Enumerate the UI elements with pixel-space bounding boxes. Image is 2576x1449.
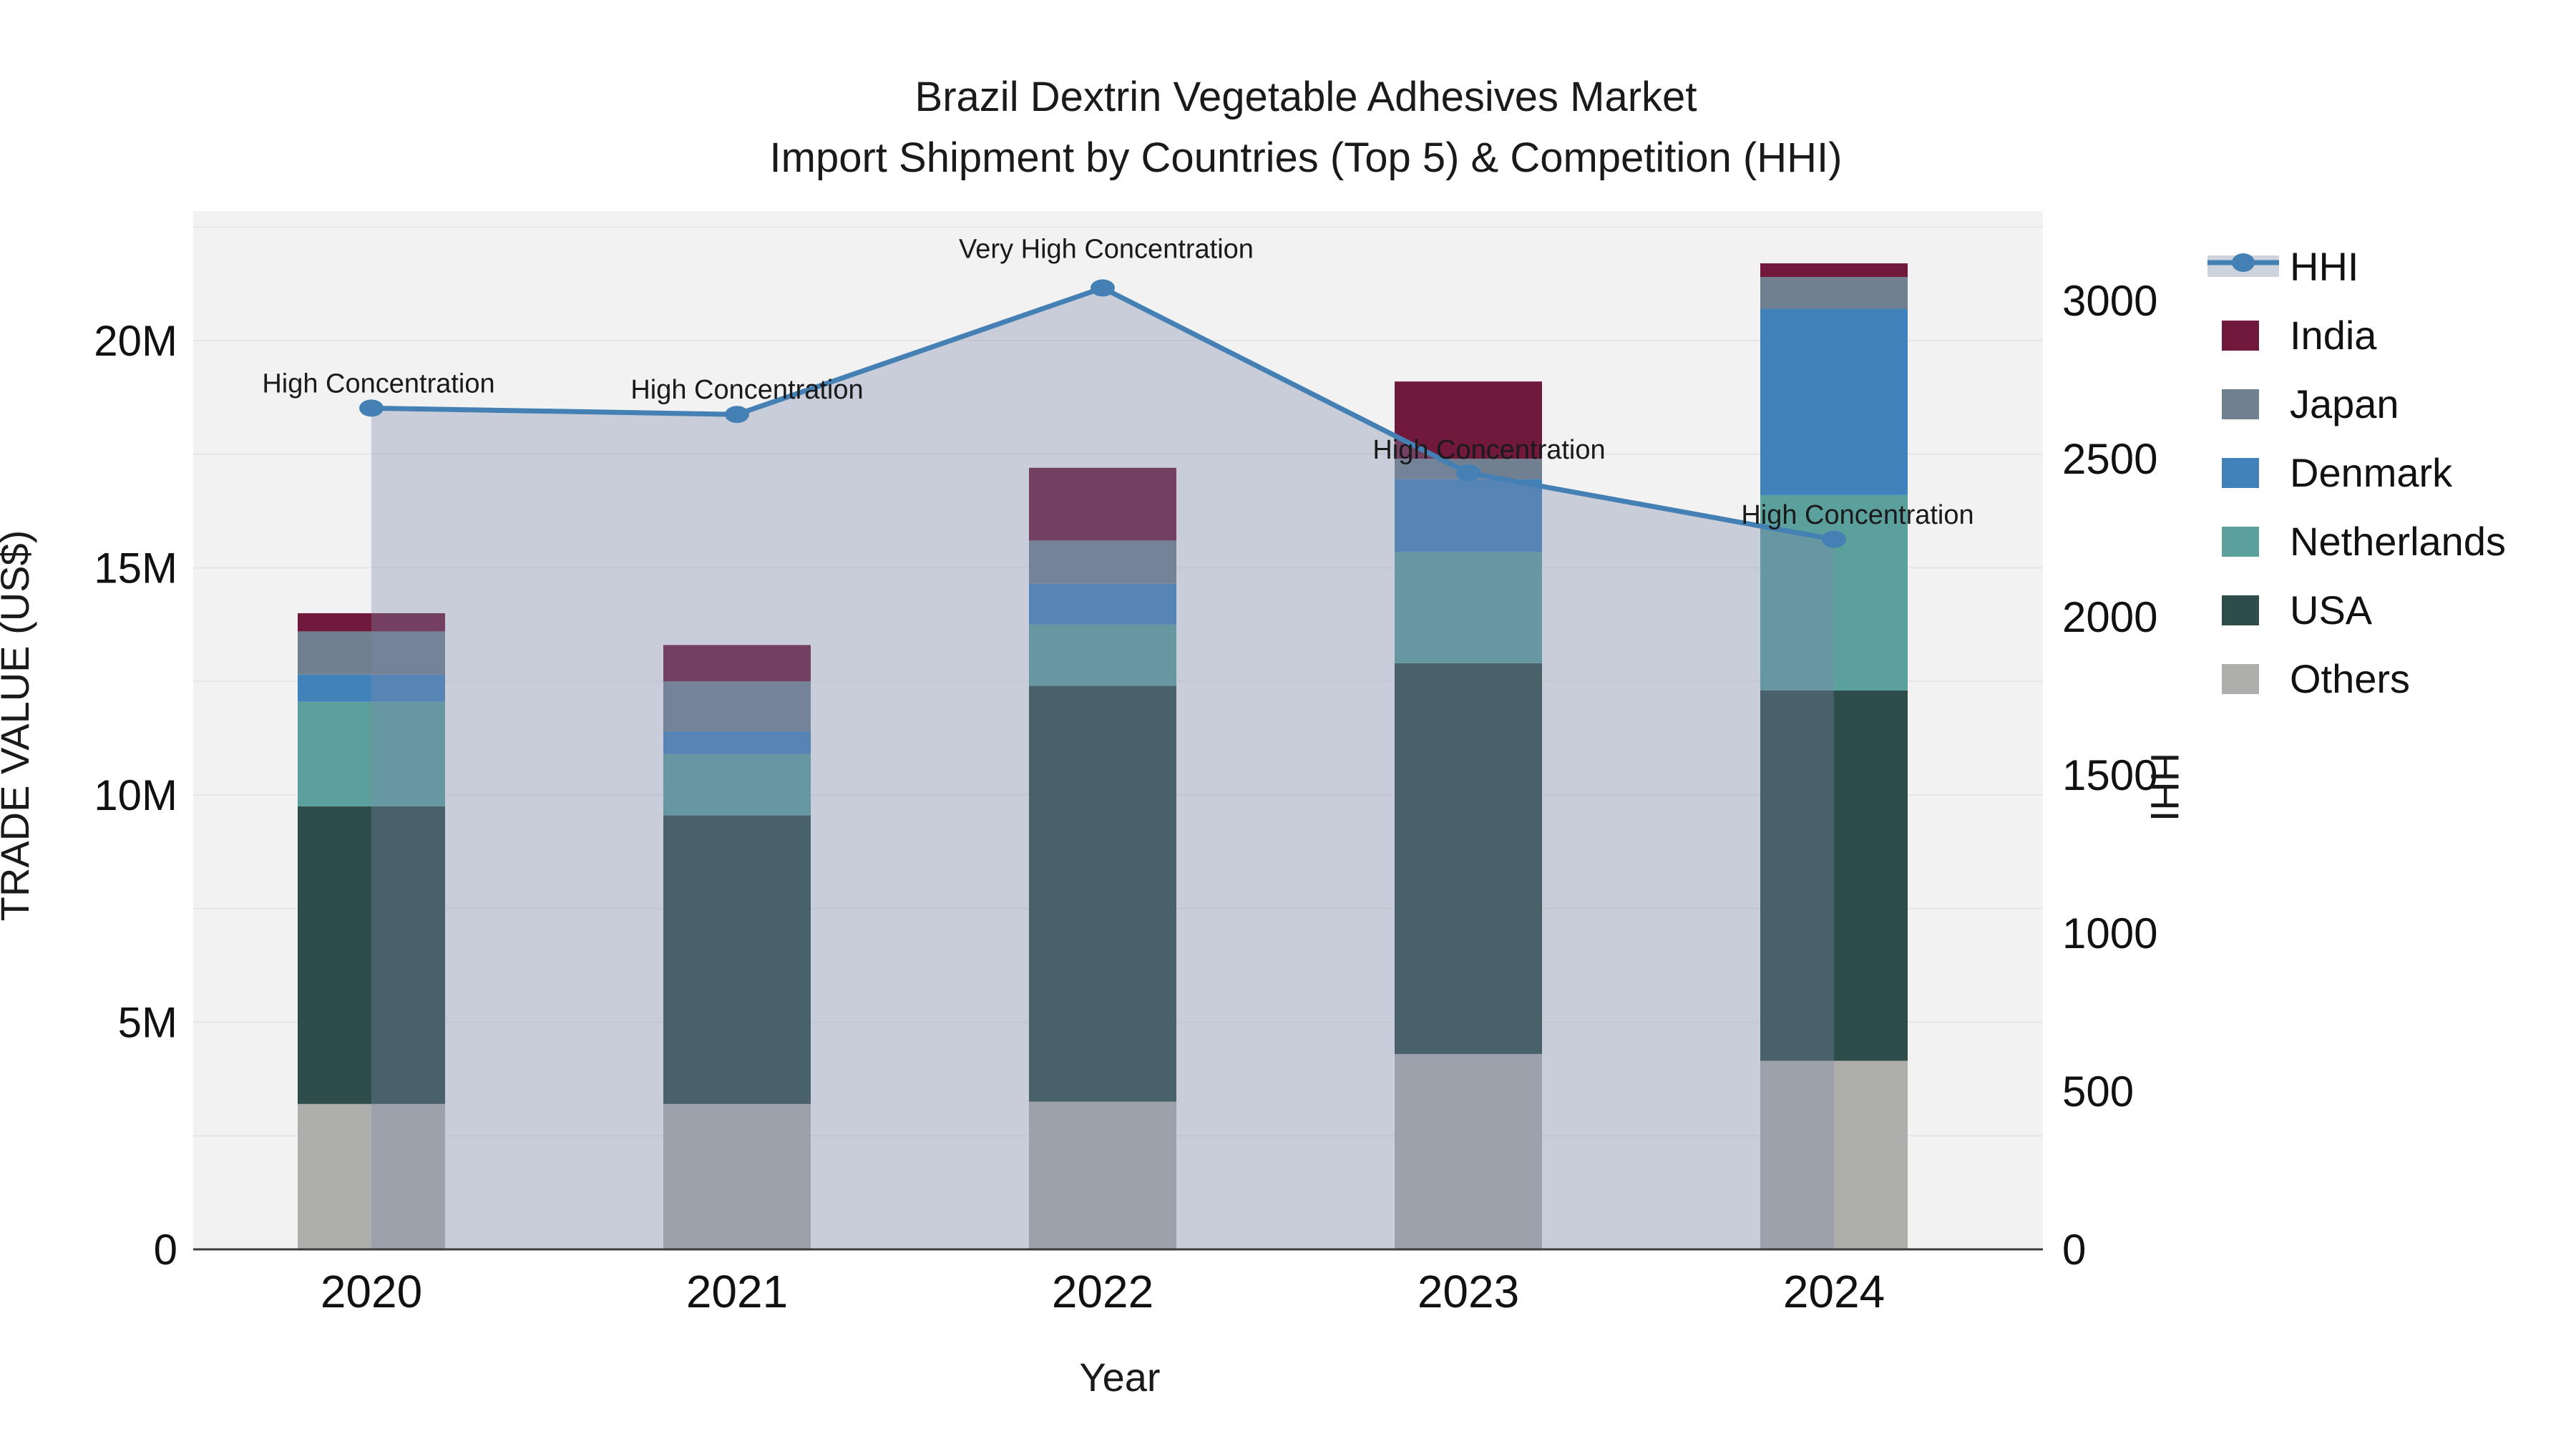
right-tick-2000: 2000 (2062, 593, 2157, 641)
hhi-marker-2021 (725, 406, 749, 424)
legend-label-denmark: Denmark (2290, 450, 2453, 495)
annotation-label-2021: High Concentration (630, 375, 863, 405)
legend-swatch-usa (2222, 595, 2259, 625)
bar-segment-denmark-2024 (1760, 308, 1908, 495)
x-tick-2022: 2022 (1052, 1266, 1153, 1317)
right-tick-1000: 1000 (2062, 909, 2157, 957)
left-tick-20M: 20M (94, 317, 177, 365)
right-tick-500: 500 (2062, 1068, 2134, 1116)
right-tick-0: 0 (2062, 1226, 2086, 1274)
bar-segment-india-2020 (298, 613, 445, 632)
legend-item-others: Others (2222, 656, 2410, 701)
bar-segment-denmark-2023 (1395, 479, 1542, 552)
bar-segment-others-2024 (1760, 1060, 1908, 1249)
legend-swatch-japan (2222, 389, 2259, 419)
bar-segment-japan-2021 (663, 681, 811, 732)
bar-segment-others-2020 (298, 1103, 445, 1249)
left-tick-10M: 10M (94, 771, 177, 819)
hhi-marker-2024 (1822, 530, 1846, 548)
hhi-marker-2023 (1456, 464, 1480, 482)
hhi-marker-2022 (1091, 279, 1115, 297)
bar-segment-india-2021 (663, 645, 811, 682)
x-tick-2024: 2024 (1783, 1266, 1885, 1317)
legend: HHI India Japan Denmark Netherlands USA Others (2207, 244, 2506, 701)
legend-label-india: India (2290, 313, 2377, 358)
bar-segment-usa-2020 (298, 806, 445, 1104)
bar-segment-japan-2022 (1029, 540, 1176, 584)
bar-segment-netherlands-2024 (1760, 494, 1908, 691)
right-tick-1500: 1500 (2062, 751, 2157, 799)
bar-segment-denmark-2021 (663, 731, 811, 754)
hhi-area-fill (371, 288, 1834, 1249)
x-tick-2023: 2023 (1418, 1266, 1519, 1317)
legend-item-hhi: HHI (2207, 244, 2358, 289)
bar-segment-usa-2022 (1029, 686, 1176, 1102)
x-axis-title: Year (1079, 1355, 1160, 1400)
bar-segment-india-2022 (1029, 467, 1176, 541)
legend-swatch-india (2222, 321, 2259, 351)
bar-segment-usa-2021 (663, 815, 811, 1104)
legend-item-usa: USA (2222, 587, 2373, 633)
x-tick-2020: 2020 (321, 1266, 422, 1317)
legend-swatch-others (2222, 664, 2259, 694)
bar-segment-others-2022 (1029, 1101, 1176, 1249)
bar-segment-denmark-2020 (298, 674, 445, 702)
annotation-label-2022: Very High Concentration (959, 234, 1254, 264)
chart-subtitle: Import Shipment by Countries (Top 5) & C… (770, 135, 1843, 181)
bar-segment-netherlands-2021 (663, 753, 811, 816)
bar-segment-denmark-2022 (1029, 583, 1176, 625)
legend-hhi-marker (2232, 253, 2255, 272)
annotation-label-2023: High Concentration (1372, 435, 1605, 465)
legend-swatch-netherlands (2222, 527, 2259, 557)
annotation-label-2020: High Concentration (262, 369, 494, 399)
hhi-marker-2020 (359, 399, 384, 417)
right-tick-3000: 3000 (2062, 277, 2157, 325)
left-axis-title: TRADE VALUE (US$) (0, 530, 37, 922)
bar-segment-others-2023 (1395, 1053, 1542, 1249)
bar-segment-netherlands-2020 (298, 701, 445, 806)
legend-item-denmark: Denmark (2222, 450, 2453, 495)
right-tick-2500: 2500 (2062, 435, 2157, 483)
left-tick-5M: 5M (118, 998, 177, 1046)
bar-segment-netherlands-2023 (1395, 552, 1542, 663)
bar-segment-india-2024 (1760, 263, 1908, 278)
bar-segment-japan-2024 (1760, 277, 1908, 309)
plot-area: High Concentration High Concentration Very… (94, 211, 2157, 1317)
legend-label-usa: USA (2290, 587, 2373, 633)
x-tick-2021: 2021 (686, 1266, 788, 1317)
legend-item-netherlands: Netherlands (2222, 519, 2506, 564)
legend-swatch-denmark (2222, 458, 2259, 488)
legend-label-hhi: HHI (2290, 244, 2358, 289)
left-tick-15M: 15M (94, 544, 177, 592)
chart-title-block: Brazil Dextrin Vegetable Adhesives Marke… (770, 74, 1843, 181)
right-axis-title: HHI (2142, 753, 2187, 821)
legend-label-japan: Japan (2290, 381, 2399, 426)
chart-title: Brazil Dextrin Vegetable Adhesives Marke… (915, 74, 1697, 120)
annotation-label-2024: High Concentration (1741, 500, 1974, 530)
legend-item-japan: Japan (2222, 381, 2399, 426)
bar-segment-usa-2023 (1395, 663, 1542, 1054)
legend-label-netherlands: Netherlands (2290, 519, 2506, 564)
left-tick-0: 0 (154, 1226, 177, 1274)
bar-segment-usa-2024 (1760, 690, 1908, 1061)
legend-label-others: Others (2290, 656, 2410, 701)
bar-segment-japan-2020 (298, 631, 445, 675)
bar-segment-netherlands-2022 (1029, 624, 1176, 686)
legend-item-india: India (2222, 313, 2377, 358)
bar-segment-others-2021 (663, 1103, 811, 1249)
